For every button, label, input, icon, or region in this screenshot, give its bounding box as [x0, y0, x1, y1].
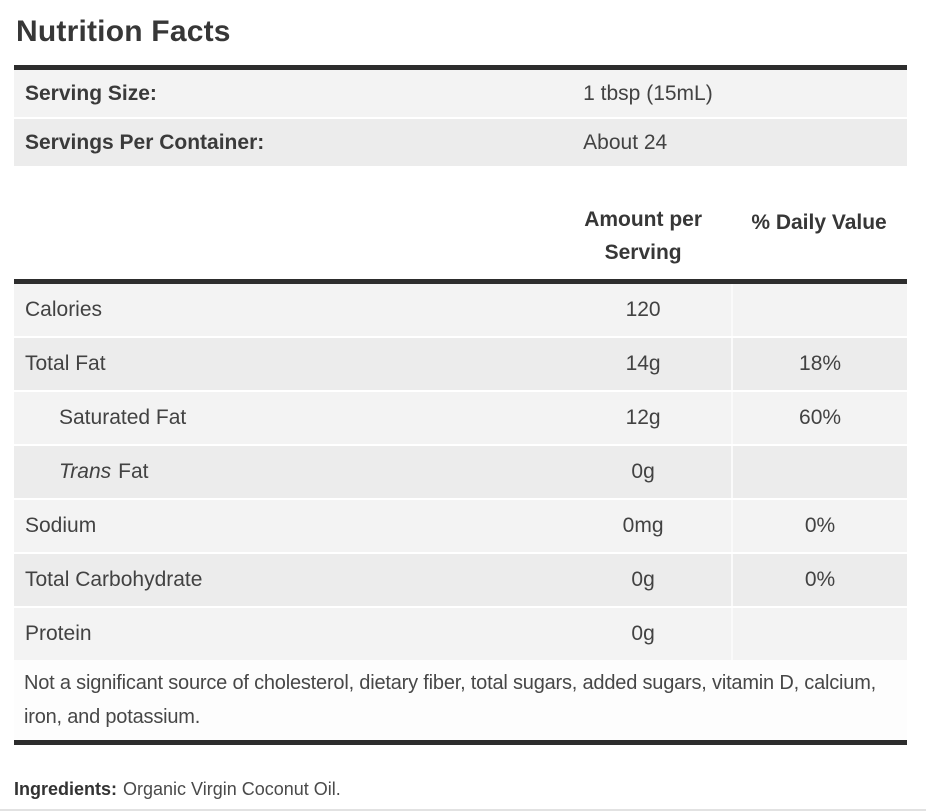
- nutrient-label: Protein: [25, 622, 92, 645]
- servings-per-container-value: About 24: [583, 130, 668, 154]
- not-significant-source-note: Not a significant source of cholesterol,…: [14, 660, 907, 740]
- nutrient-daily-value: 18%: [731, 338, 907, 390]
- ingredients-line: Ingredients: Organic Virgin Coconut Oil.: [14, 778, 907, 800]
- table-row-total-carbohydrate: Total Carbohydrate 0g 0%: [14, 554, 907, 606]
- divider-bar-top: [14, 65, 907, 70]
- nutrient-amount: 0g: [631, 568, 655, 591]
- serving-size-row: Serving Size: 1 tbsp (15mL): [14, 70, 907, 117]
- nutrient-daily-value: 0%: [731, 554, 907, 606]
- table-row-trans-fat: Trans Fat 0g: [14, 446, 907, 498]
- nutrient-label: Saturated Fat: [59, 406, 187, 429]
- divider-bar-bottom: [14, 740, 907, 745]
- amount-per-serving-header: Amount per Serving: [555, 203, 731, 269]
- table-row-calories: Calories 120: [14, 284, 907, 336]
- servings-per-container-label: Servings Per Container:: [25, 130, 265, 154]
- nutrient-label: Calories: [25, 298, 103, 321]
- daily-value-header: % Daily Value: [751, 210, 887, 234]
- table-row-saturated-fat: Saturated Fat 12g 60%: [14, 392, 907, 444]
- serving-size-label: Serving Size:: [25, 81, 157, 105]
- nutrient-daily-value: [731, 608, 907, 660]
- nutrient-label: Trans Fat: [14, 446, 555, 498]
- nutrient-daily-value: [731, 284, 907, 336]
- amount-header-line2: Serving: [604, 240, 682, 264]
- nutrient-table: Calories 120 Total Fat 14g 18% Saturated…: [14, 284, 907, 660]
- table-row-protein: Protein 0g: [14, 608, 907, 660]
- table-row-total-fat: Total Fat 14g 18%: [14, 338, 907, 390]
- ingredients-value: Organic Virgin Coconut Oil.: [123, 779, 341, 799]
- nutrient-amount: 14g: [625, 352, 661, 375]
- serving-info-table: Serving Size: 1 tbsp (15mL) Servings Per…: [14, 70, 907, 166]
- serving-size-value: 1 tbsp (15mL): [583, 81, 713, 105]
- nutrient-amount: 12g: [625, 406, 661, 429]
- nutrient-label: Total Carbohydrate: [25, 568, 203, 591]
- nutrient-amount: 120: [625, 298, 661, 321]
- nutrient-amount: 0mg: [622, 514, 664, 537]
- nutrient-amount: 0g: [631, 460, 655, 483]
- nutrient-daily-value: 60%: [731, 392, 907, 444]
- divider-bar-middle: [14, 279, 907, 284]
- table-row-sodium: Sodium 0mg 0%: [14, 500, 907, 552]
- trans-fat-text: Fat: [118, 460, 149, 483]
- nutrient-daily-value: [731, 446, 907, 498]
- amount-header-line1: Amount per: [584, 207, 703, 231]
- servings-per-container-row: Servings Per Container: About 24: [14, 119, 907, 166]
- column-headers: Amount per Serving % Daily Value: [14, 166, 907, 279]
- trans-italic-text: Trans: [59, 460, 112, 483]
- nutrient-amount: 0g: [631, 622, 655, 645]
- ingredients-label: Ingredients:: [14, 779, 118, 799]
- page-title: Nutrition Facts: [16, 15, 231, 48]
- nutrient-label: Sodium: [25, 514, 97, 537]
- nutrient-label: Total Fat: [25, 352, 106, 375]
- nutrient-daily-value: 0%: [731, 500, 907, 552]
- bottom-rule: [0, 809, 926, 811]
